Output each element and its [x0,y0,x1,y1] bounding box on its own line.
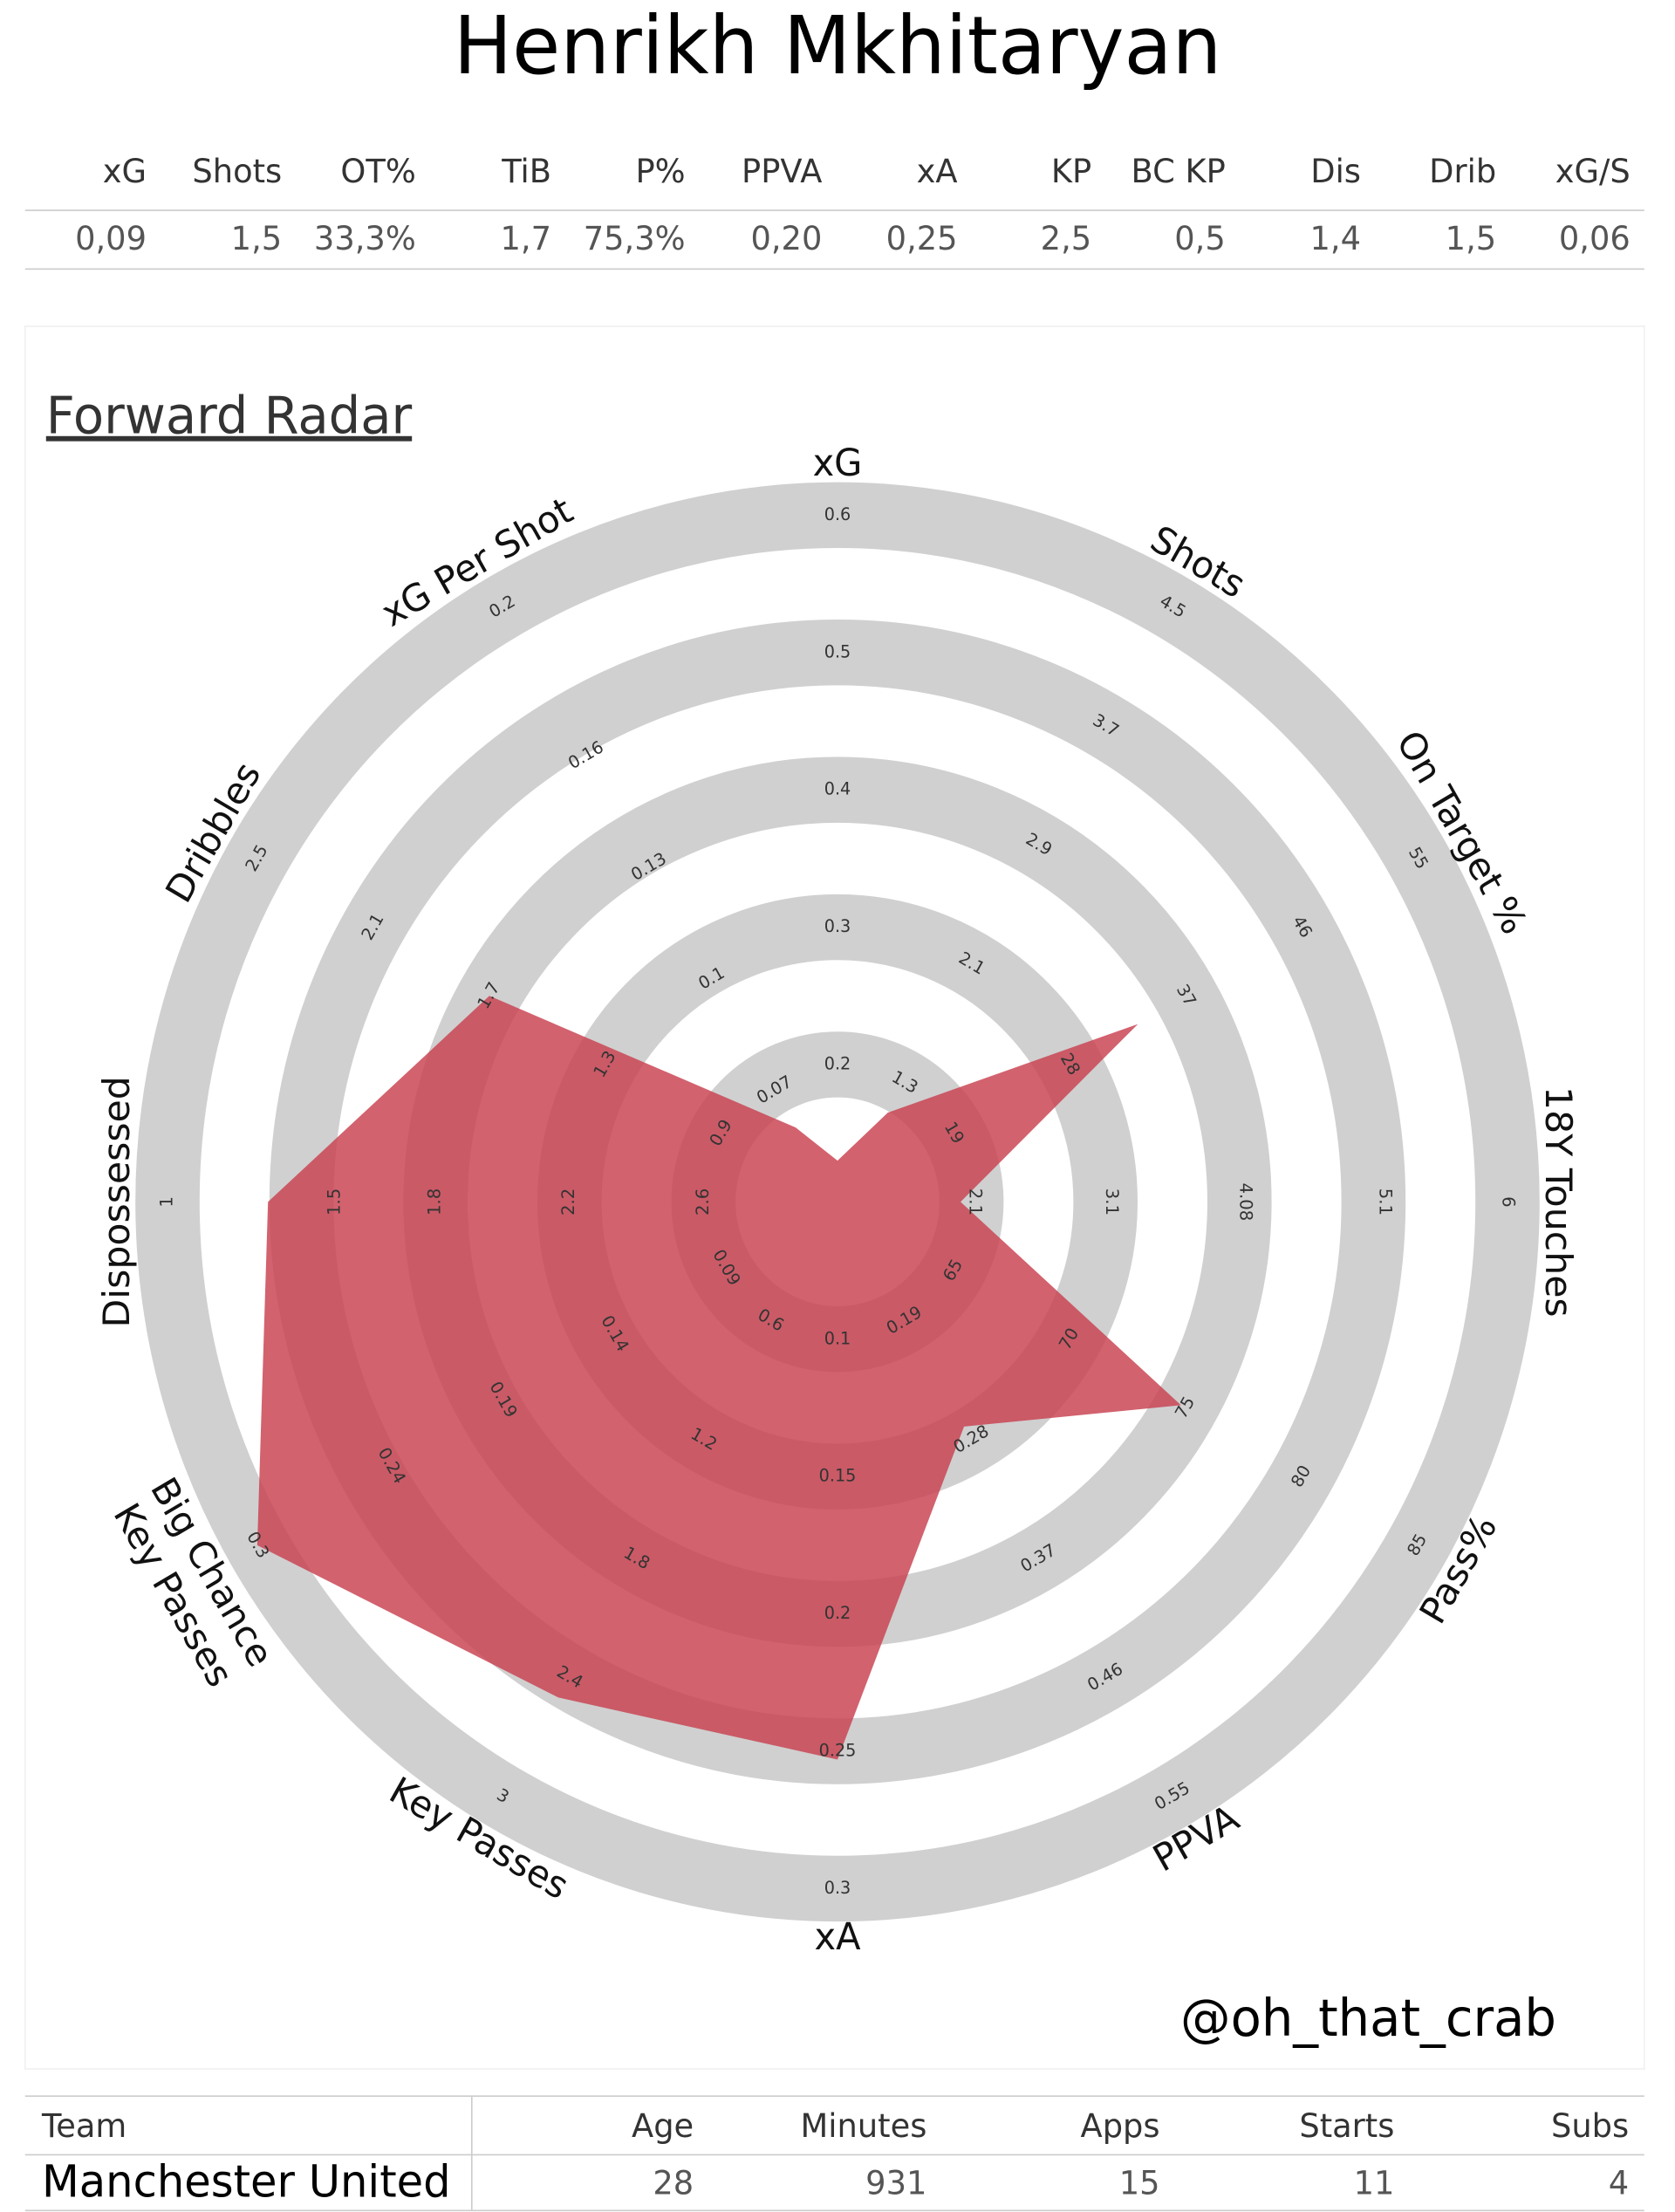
stat-value: 1,5 [1446,219,1497,258]
player-name: Henrikh Mkhitaryan [454,0,1222,92]
axis-label-line: Dispossessed [95,1076,137,1327]
tick-label: 0.2 [824,1603,851,1623]
axis-label-line: xA [814,1914,860,1958]
radar-panel [24,325,1645,2070]
tick-label: 2.6 [693,1188,713,1216]
info-value: 11 [1354,2163,1395,2202]
info-value: 15 [1119,2163,1160,2202]
tick-label: 1 [157,1196,177,1208]
stat-value: 75,3% [584,219,686,258]
tick-label: 0.3 [824,916,851,936]
tick-label: 1.8 [425,1188,445,1216]
stat-value: 0,20 [750,219,822,258]
stat-header: P% [635,152,685,191]
stat-value: 1,5 [231,219,283,258]
info-value: 931 [865,2163,926,2202]
watermark: @oh_that_crab [1180,1989,1556,2049]
stat-value: 1,7 [500,219,551,258]
info-header: Age [632,2106,694,2145]
axis-label: xA [814,1914,860,1958]
tick-label: 0.25 [819,1740,857,1760]
ring [135,482,1540,1922]
tick-label: 2.1 [965,1188,985,1216]
axis-label: Dispossessed [95,1076,137,1327]
stat-header: PPVA [742,152,823,191]
stat-value: 33,3% [314,219,416,258]
stat-value: 2,5 [1041,219,1092,258]
radar-area [256,996,1181,1760]
stat-header: Dis [1310,152,1361,191]
stat-header: xG [103,152,147,191]
tick-label: 0.1 [824,1328,851,1348]
info-header: Apps [1081,2106,1160,2145]
tick-label: 0.3 [824,1878,851,1898]
axis-label-line: xG [813,441,863,484]
tick-label: 0.4 [824,778,851,798]
stat-value: 0,09 [75,219,147,258]
tick-label: 3.1 [1102,1188,1122,1216]
info-value: 4 [1609,2163,1629,2202]
axis-label: xG [813,441,863,484]
stat-header: BC KP [1131,152,1226,191]
stat-value: 0,25 [886,219,958,258]
stat-header: OT% [340,152,415,191]
stat-header: TiB [501,152,551,191]
info-header: Team [41,2106,126,2145]
tick-label: 5.1 [1376,1188,1396,1216]
stat-value: 0,06 [1559,219,1631,258]
stat-header: Shots [192,152,282,191]
radar-title: Forward Radar [46,386,412,446]
info-header: Minutes [801,2106,927,2145]
info-header: Subs [1551,2106,1629,2145]
tick-label: 0.2 [824,1053,851,1073]
tick-label: 6 [1499,1196,1519,1208]
stat-header: xG/S [1555,152,1631,191]
tick-label: 2.2 [558,1188,578,1216]
info-header: Starts [1299,2106,1394,2145]
tick-label: 1.5 [325,1188,345,1216]
tick-label: 0.6 [824,504,851,524]
stat-header: Drib [1429,152,1496,191]
info-value: Manchester United [42,2155,451,2208]
axis-label-line: 18Y Touches [1538,1086,1580,1318]
info-value: 28 [653,2163,694,2202]
tick-label: 0.15 [819,1466,857,1486]
tick-label: 4.08 [1236,1182,1256,1221]
stat-header: KP [1051,152,1091,191]
stat-header: xA [917,152,958,191]
stat-value: 0,5 [1174,219,1226,258]
stat-value: 1,4 [1309,219,1361,258]
axis-label: 18Y Touches [1538,1086,1580,1318]
tick-label: 0.5 [824,641,851,661]
